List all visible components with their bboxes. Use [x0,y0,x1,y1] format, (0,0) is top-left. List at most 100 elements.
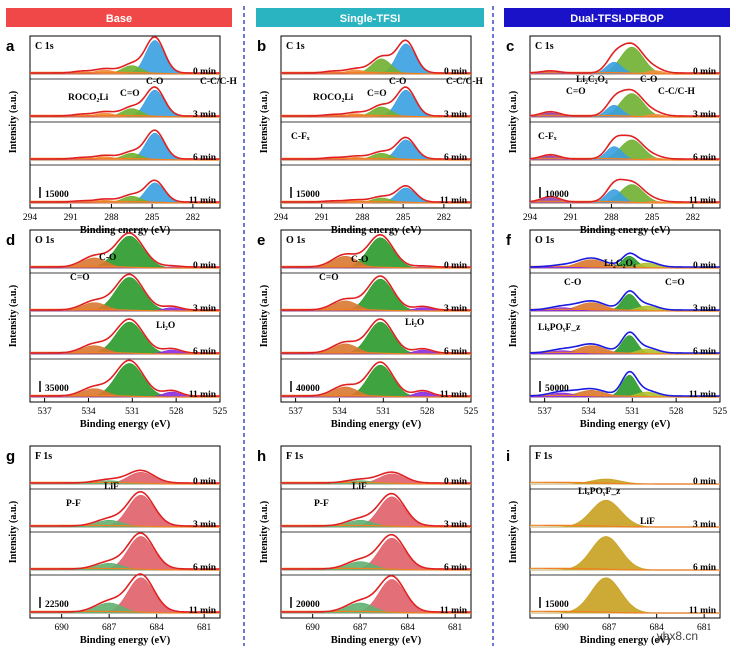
background-curve [530,394,720,398]
panel-g: g Intensity (a.u.) 0 min 3 min 6 min 11 min F … [6,445,221,646]
time-label: 0 min [193,477,217,487]
envelope-curve [30,469,220,484]
x-tick-label: 525 [213,407,228,417]
peak-c-o [281,237,471,269]
annotation-label: C-Fₓ [291,132,310,142]
annotation-label: C-Fₓ [538,132,557,142]
x-tick-label: 291 [315,213,330,223]
time-label: 3 min [193,110,217,120]
core-label-c: C 1s [535,41,554,52]
envelope-curve [30,573,220,613]
panel-letter-a: a [6,38,15,55]
x-axis-title-g: Binding energy (eV) [80,635,171,646]
background-curve [530,567,720,571]
banner-dual-tfsi-dfbop: Dual-TFSI-DFBOP [504,8,730,27]
x-tick-label: 288 [355,213,370,223]
envelope-curve [30,36,220,74]
time-label: 6 min [193,347,217,357]
annotation-label: C-C/C-H [200,77,238,87]
envelope-curve [281,184,471,203]
annotation-label: C-C/C-H [658,87,696,97]
x-tick-label: 681 [697,623,712,633]
panel-c: c Intensity (a.u.) 0 min 3 min 6 min 11 min C … [506,35,721,236]
panel-letter-h: h [257,448,266,465]
x-tick-label: 690 [55,623,70,633]
time-label: 3 min [444,520,468,530]
x-axis-title-e: Binding energy (eV) [331,419,422,430]
annotation-label: Li₂C₂O₄ [576,75,608,85]
x-tick-label: 528 [669,407,684,417]
time-label: 6 min [693,153,717,163]
background-curve [530,351,720,355]
peak-li2o [30,391,220,398]
annotation-label: C=O [566,87,586,97]
x-tick-label: 282 [686,213,701,223]
scale-label-f: 50000 [545,384,569,394]
envelope-curve [529,370,720,397]
x-tick-label: 288 [604,213,619,223]
time-label: 0 min [693,477,717,487]
annotation-label: P-F [66,499,81,509]
time-label: 6 min [444,347,468,357]
panel-letter-i: i [506,448,510,465]
x-tick-label: 291 [64,213,79,223]
envelope-curve [281,492,471,527]
annotation-label: C=O [70,273,90,283]
peak-lif [30,536,220,571]
x-tick-label: 531 [125,407,140,417]
peak-lif [30,494,220,528]
time-label: 6 min [444,153,468,163]
envelope-curve [281,574,471,613]
x-axis-title-d: Binding energy (eV) [80,419,171,430]
panel-letter-f: f [506,232,512,249]
core-label-g: F 1s [35,451,52,462]
x-tick-label: 525 [464,407,479,417]
y-axis-label-h: Intensity (a.u.) [259,501,270,564]
peak-li2o [281,391,471,398]
annotation-label: C-O [389,77,406,87]
peak-lixpoyfz [530,499,720,528]
annotation-label: Li₂O [405,318,424,328]
time-label: 6 min [693,563,717,573]
time-label: 0 min [193,67,217,77]
core-label-i: F 1s [535,451,552,462]
envelope-curve [529,178,720,203]
banner-base-label: Base [106,13,132,25]
time-label: 11 min [689,606,717,616]
time-label: 0 min [193,261,217,271]
background-curve [530,610,720,614]
core-label-e: O 1s [286,235,305,246]
background-curve [530,308,720,312]
annotation-label: Li₂O [156,321,175,331]
background-curve [530,114,720,118]
core-label-f: O 1s [535,235,554,246]
x-tick-label: 282 [186,213,201,223]
x-tick-label: 687 [353,623,368,633]
envelope-curve [281,471,471,484]
annotation-label: C=O [319,273,339,283]
x-axis-title-h: Binding energy (eV) [331,635,422,646]
y-axis-label-d: Intensity (a.u.) [8,285,19,348]
annotation-label: LiₓPOᵧF_z [538,323,581,333]
annotation-label: C-O [351,255,368,265]
annotation-label: C-O [564,278,581,288]
peak-lixpoyfz [530,536,720,571]
envelope-curve [529,331,720,354]
x-tick-label: 537 [37,407,52,417]
peak-c-o [30,235,220,269]
envelope-curve [281,361,471,397]
time-label: 0 min [444,477,468,487]
time-label: 11 min [689,390,717,400]
y-axis-label-g: Intensity (a.u.) [8,501,19,564]
time-label: 0 min [693,261,717,271]
x-axis-title-f: Binding energy (eV) [580,419,671,430]
x-tick-label: 294 [523,213,538,223]
x-tick-label: 288 [104,213,119,223]
panel-d: d Intensity (a.u.) 0 min 3 min 6 min 11 min O … [6,229,228,430]
envelope-curve [30,179,220,203]
time-label: 6 min [193,153,217,163]
x-tick-label: 687 [102,623,117,633]
scale-label-i: 15000 [545,600,569,610]
time-label: 6 min [193,563,217,573]
